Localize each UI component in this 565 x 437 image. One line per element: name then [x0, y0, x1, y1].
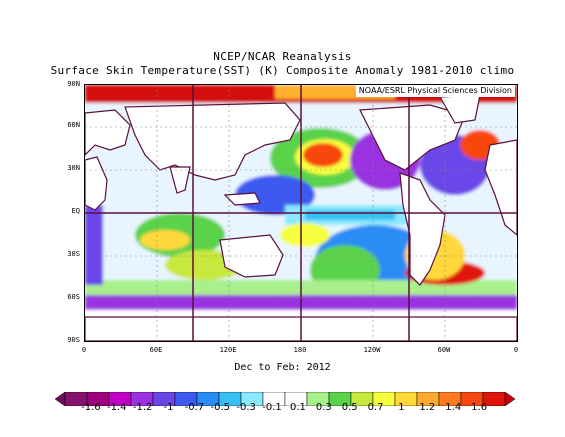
colorbar-tick-label: 1.4: [445, 402, 462, 413]
lat-label-30s: 30S: [67, 250, 80, 258]
lat-label-60s: 60S: [67, 293, 80, 301]
lat-label-60n: 60N: [67, 121, 80, 129]
lon-label-60e: 60E: [149, 346, 163, 354]
colorbar-tick-label: 0.5: [341, 402, 358, 413]
colorbar-arrow-high: [504, 392, 515, 406]
map-canvas: [85, 85, 517, 341]
colorbar-tick-label: -0.1: [262, 402, 282, 413]
colorbar-tick-label: 0.1: [289, 402, 306, 413]
lon-label-180: 180: [293, 346, 307, 354]
colorbar-tick-label: -1: [163, 402, 174, 413]
colorbar-tick-label: -0.5: [210, 402, 231, 413]
chart-subtitle: Surface Skin Temperature(SST) (K) Compos…: [50, 64, 515, 77]
sst-anomaly-map: NOAA/ESRL Physical Sciences Division: [84, 84, 518, 342]
lon-label-0: 0: [81, 346, 87, 354]
lon-label-120w: 120W: [363, 346, 381, 354]
colorbar-tick-label: 1: [398, 402, 405, 413]
chart-title: NCEP/NCAR Reanalysis: [213, 50, 352, 63]
lon-label-120e: 120E: [219, 346, 237, 354]
colorbar-tick-label: -1.6: [81, 402, 101, 413]
lon-label-0-end: 0: [513, 346, 519, 354]
colorbar-tick-label: -1.4: [106, 402, 127, 413]
lat-label-eq: EQ: [71, 207, 80, 215]
credit-label: NOAA/ESRL Physical Sciences Division: [355, 85, 515, 97]
lat-label-30n: 30N: [67, 164, 80, 172]
colorbar-tick-label: 1.2: [419, 402, 436, 413]
colorbar: [55, 392, 515, 406]
lat-lon-grid: [85, 85, 517, 341]
colorbar-tick-label: -0.7: [184, 402, 205, 413]
colorbar-tick-label: -0.3: [236, 402, 256, 413]
colorbar-tick-label: -1.2: [132, 402, 153, 413]
lat-label-90s: 90S: [67, 336, 80, 344]
colorbar-arrow-low: [55, 392, 66, 406]
colorbar-tick-label: 0.7: [367, 402, 384, 413]
colorbar-tick-label: 0.3: [315, 402, 332, 413]
lon-label-60w: 60W: [437, 346, 451, 354]
period-label: Dec to Feb: 2012: [234, 362, 331, 373]
lat-label-90n: 90N: [67, 80, 80, 88]
colorbar-tick-label: 1.6: [471, 402, 488, 413]
